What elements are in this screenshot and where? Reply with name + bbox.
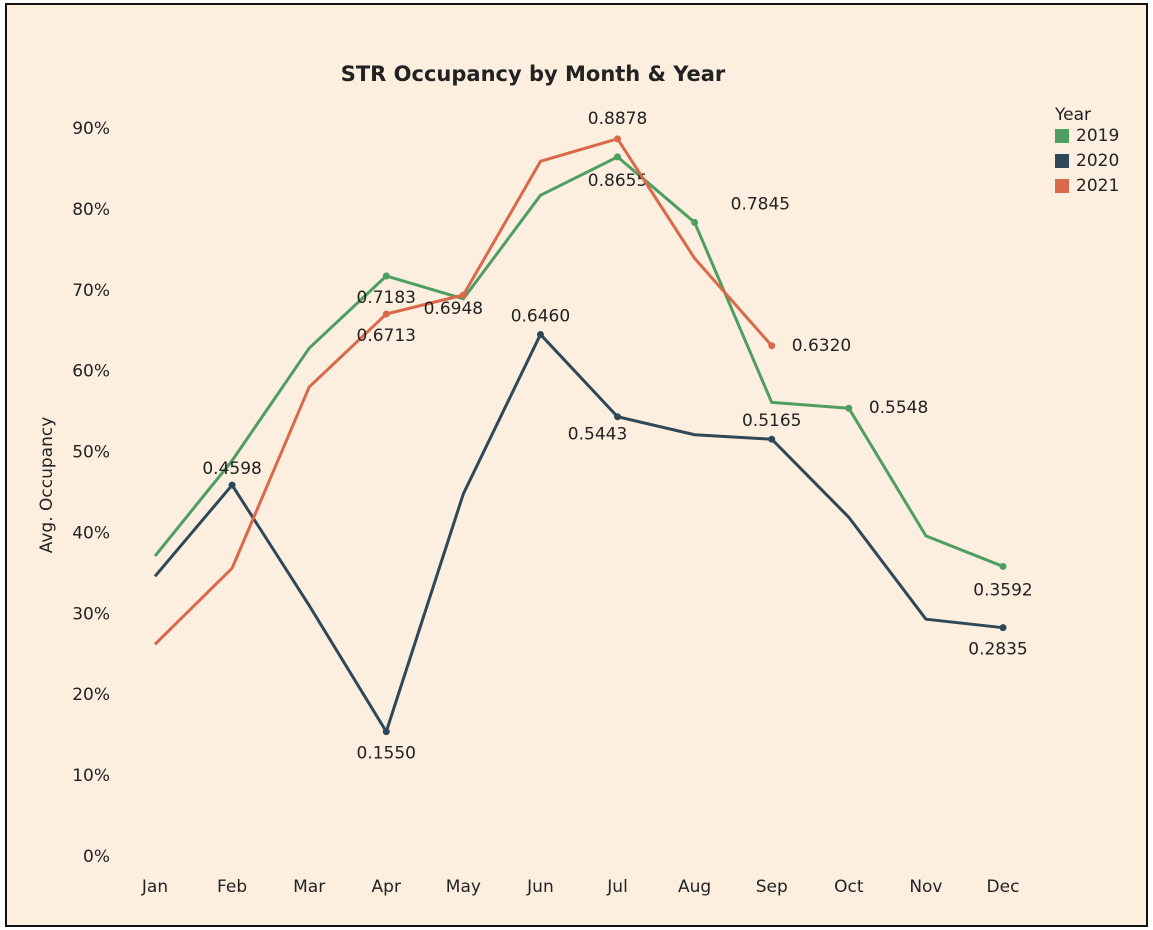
data-label: 0.3592: [973, 580, 1032, 600]
point: [768, 342, 776, 350]
legend-label: 2019: [1076, 126, 1119, 146]
point: [845, 404, 853, 412]
legend-swatch: [1055, 129, 1069, 143]
x-tick-label: Sep: [756, 877, 788, 897]
point: [382, 728, 390, 736]
legend-label: 2021: [1076, 176, 1119, 196]
y-tick-label: 60%: [72, 362, 110, 382]
data-label: 0.5548: [869, 398, 928, 418]
y-tick-label: 30%: [72, 604, 110, 624]
x-tick-label: Mar: [293, 877, 325, 897]
x-tick-label: Jun: [526, 877, 554, 897]
point: [614, 413, 622, 421]
data-label: 0.4598: [202, 459, 261, 479]
y-tick-label: 10%: [72, 766, 110, 786]
series-line: [153, 332, 1004, 734]
point: [536, 330, 544, 338]
series-line: [153, 155, 1004, 568]
data-label: 0.6320: [792, 336, 851, 356]
y-tick-label: 80%: [72, 200, 110, 220]
point: [382, 272, 390, 280]
data-label: 0.8655: [588, 171, 647, 191]
y-tick-label: 20%: [72, 685, 110, 705]
point: [614, 135, 622, 143]
point: [999, 562, 1007, 570]
y-tick-label: 40%: [72, 523, 110, 543]
point: [382, 310, 390, 318]
x-tick-label: Dec: [987, 877, 1020, 897]
data-label: 0.7845: [731, 194, 790, 214]
legend-swatch: [1055, 179, 1069, 193]
point: [614, 153, 622, 161]
data-label: 0.6948: [424, 299, 483, 319]
data-label: 0.7183: [357, 288, 416, 308]
legend-label: 2020: [1076, 151, 1119, 171]
point: [459, 291, 467, 299]
y-tick-label: 0%: [83, 847, 110, 867]
legend-swatch: [1055, 154, 1069, 168]
chart-title: STR Occupancy by Month & Year: [341, 62, 726, 86]
y-tick-label: 70%: [72, 281, 110, 301]
point: [691, 218, 699, 226]
x-tick-label: Aug: [678, 877, 711, 897]
point: [999, 624, 1007, 632]
point: [768, 435, 776, 443]
y-tick-label: 90%: [72, 119, 110, 139]
x-tick-label: Oct: [834, 877, 864, 897]
x-tick-label: May: [446, 877, 481, 897]
data-label: 0.2835: [968, 640, 1027, 660]
x-tick-label: Apr: [372, 877, 401, 897]
y-axis-label: Avg. Occupancy: [37, 417, 57, 554]
data-label: 0.5165: [742, 411, 801, 431]
x-tick-label: Nov: [909, 877, 942, 897]
x-tick-label: Jan: [141, 877, 168, 897]
y-tick-label: 50%: [72, 443, 110, 463]
data-label: 0.1550: [357, 744, 416, 764]
point: [228, 481, 236, 489]
background: [5, 3, 1148, 927]
data-label: 0.5443: [568, 425, 627, 445]
data-label: 0.8878: [588, 109, 647, 129]
data-label: 0.6713: [357, 326, 416, 346]
legend-title: Year: [1054, 105, 1091, 125]
x-tick-label: Jul: [606, 877, 628, 897]
data-label: 0.6460: [511, 306, 570, 326]
x-tick-label: Feb: [217, 877, 247, 897]
